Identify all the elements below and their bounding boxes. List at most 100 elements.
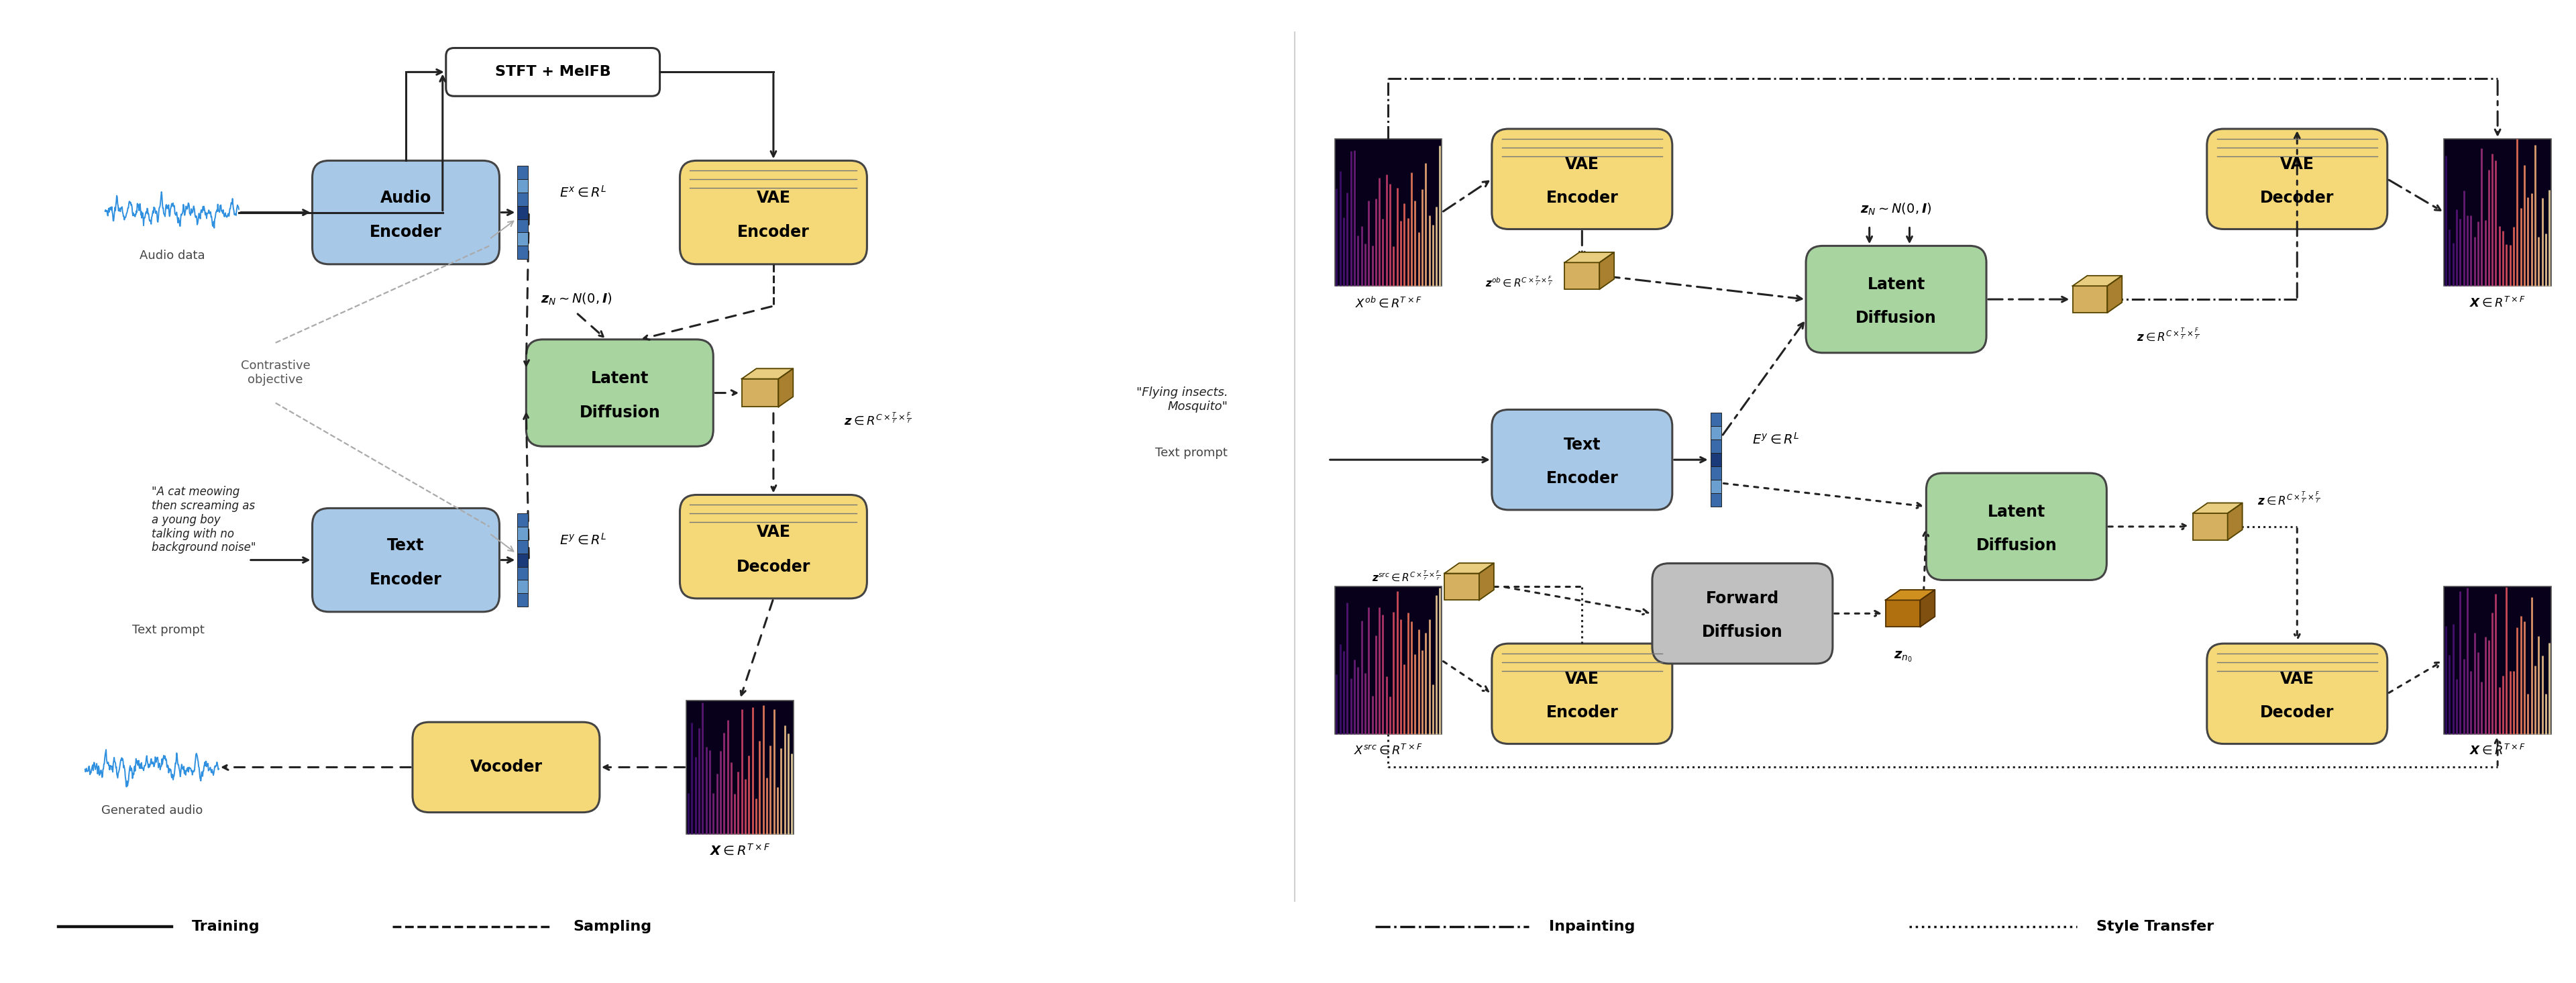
FancyBboxPatch shape bbox=[680, 494, 868, 599]
Text: $\boldsymbol{z} \in R^{C\times\frac{T}{r}\times\frac{F}{r}}$: $\boldsymbol{z} \in R^{C\times\frac{T}{r… bbox=[2257, 492, 2321, 507]
Bar bbox=[518, 594, 528, 607]
Text: $\boldsymbol{X} \in R^{T \times F}$: $\boldsymbol{X} \in R^{T \times F}$ bbox=[2470, 744, 2524, 757]
Text: Decoder: Decoder bbox=[737, 558, 811, 575]
Text: "Flying insects.
Mosquito": "Flying insects. Mosquito" bbox=[1136, 386, 1229, 413]
FancyBboxPatch shape bbox=[1334, 587, 1443, 734]
FancyBboxPatch shape bbox=[1806, 246, 1986, 353]
Bar bbox=[518, 527, 528, 540]
FancyBboxPatch shape bbox=[1651, 563, 1832, 664]
FancyBboxPatch shape bbox=[1334, 139, 1443, 286]
Text: Encoder: Encoder bbox=[371, 224, 443, 241]
Polygon shape bbox=[1886, 590, 1935, 601]
Bar bbox=[518, 553, 528, 567]
Polygon shape bbox=[1564, 253, 1615, 262]
Polygon shape bbox=[1445, 563, 1494, 573]
Text: $E^y \in R^L$: $E^y \in R^L$ bbox=[1752, 433, 1801, 447]
Text: $\boldsymbol{z}_{n_0}$: $\boldsymbol{z}_{n_0}$ bbox=[1893, 650, 1911, 664]
FancyBboxPatch shape bbox=[1492, 410, 1672, 510]
Bar bbox=[1445, 573, 1479, 601]
Text: Decoder: Decoder bbox=[2259, 705, 2334, 721]
Text: Text: Text bbox=[386, 538, 425, 553]
Text: $\boldsymbol{X} \in R^{T \times F}$: $\boldsymbol{X} \in R^{T \times F}$ bbox=[2470, 296, 2524, 310]
Bar bbox=[518, 567, 528, 580]
Text: VAE: VAE bbox=[2280, 671, 2313, 687]
Bar bbox=[1564, 262, 1600, 289]
Text: $\boldsymbol{z} \in R^{C\times\frac{T}{r}\times\frac{F}{r}}$: $\boldsymbol{z} \in R^{C\times\frac{T}{r… bbox=[842, 412, 912, 428]
Bar bbox=[1710, 480, 1721, 493]
FancyBboxPatch shape bbox=[312, 508, 500, 611]
FancyBboxPatch shape bbox=[1492, 644, 1672, 744]
Text: $E^x \in R^L$: $E^x \in R^L$ bbox=[559, 185, 608, 200]
Text: VAE: VAE bbox=[757, 190, 791, 205]
Text: Encoder: Encoder bbox=[737, 224, 809, 241]
Polygon shape bbox=[2074, 275, 2123, 286]
Text: Decoder: Decoder bbox=[2259, 190, 2334, 205]
Bar bbox=[1886, 601, 1919, 627]
Text: $\boldsymbol{z} \in R^{C\times\frac{T}{r}\times\frac{F}{r}}$: $\boldsymbol{z} \in R^{C\times\frac{T}{r… bbox=[2136, 328, 2200, 344]
Text: Text prompt: Text prompt bbox=[1157, 447, 1229, 459]
Bar bbox=[518, 246, 528, 260]
Text: Encoder: Encoder bbox=[1546, 190, 1618, 205]
Polygon shape bbox=[2107, 275, 2123, 313]
Text: $E^y \in R^L$: $E^y \in R^L$ bbox=[559, 533, 608, 548]
Text: Vocoder: Vocoder bbox=[469, 759, 544, 776]
Bar bbox=[1710, 413, 1721, 427]
Bar bbox=[742, 378, 778, 407]
FancyBboxPatch shape bbox=[446, 48, 659, 96]
Text: VAE: VAE bbox=[2280, 156, 2313, 172]
Polygon shape bbox=[778, 369, 793, 407]
Polygon shape bbox=[1479, 563, 1494, 601]
FancyBboxPatch shape bbox=[680, 160, 868, 264]
Bar bbox=[1710, 453, 1721, 466]
Text: VAE: VAE bbox=[1566, 671, 1600, 687]
Text: Text prompt: Text prompt bbox=[131, 624, 204, 636]
Text: Text: Text bbox=[1564, 437, 1600, 453]
Text: $X^{src} \in R^{T \times F}$: $X^{src} \in R^{T \times F}$ bbox=[1355, 744, 1422, 757]
FancyBboxPatch shape bbox=[2445, 139, 2550, 286]
Bar bbox=[518, 165, 528, 179]
FancyBboxPatch shape bbox=[526, 339, 714, 446]
Text: Latent: Latent bbox=[1868, 276, 1924, 293]
Bar bbox=[1710, 466, 1721, 480]
Bar bbox=[2074, 286, 2107, 313]
FancyBboxPatch shape bbox=[412, 723, 600, 812]
Text: STFT + MelFB: STFT + MelFB bbox=[495, 65, 611, 79]
FancyBboxPatch shape bbox=[312, 160, 500, 264]
Text: Diffusion: Diffusion bbox=[1976, 538, 2058, 553]
Bar bbox=[2192, 513, 2228, 540]
FancyBboxPatch shape bbox=[2445, 587, 2550, 734]
FancyBboxPatch shape bbox=[1927, 473, 2107, 580]
Text: $X^{ob} \in R^{T \times F}$: $X^{ob} \in R^{T \times F}$ bbox=[1355, 296, 1422, 310]
Text: Inpainting: Inpainting bbox=[1548, 920, 1636, 933]
Bar bbox=[1710, 493, 1721, 506]
Text: Forward: Forward bbox=[1705, 591, 1780, 607]
Text: $\boldsymbol{z}_N\sim N(0,\boldsymbol{I})$: $\boldsymbol{z}_N\sim N(0,\boldsymbol{I}… bbox=[541, 292, 613, 307]
Text: $\boldsymbol{z}_N\sim N(0,\boldsymbol{I})$: $\boldsymbol{z}_N\sim N(0,\boldsymbol{I}… bbox=[1860, 202, 1932, 216]
Bar bbox=[1710, 427, 1721, 439]
Bar bbox=[518, 513, 528, 527]
Text: $\boldsymbol{X} \in R^{T \times F}$: $\boldsymbol{X} \in R^{T \times F}$ bbox=[708, 843, 770, 858]
Text: Sampling: Sampling bbox=[572, 920, 652, 933]
Bar bbox=[518, 580, 528, 594]
Text: "A cat meowing
then screaming as
a young boy
talking with no
background noise": "A cat meowing then screaming as a young… bbox=[152, 486, 255, 553]
Text: Audio data: Audio data bbox=[139, 250, 204, 261]
Bar bbox=[518, 179, 528, 193]
Text: Generated audio: Generated audio bbox=[100, 805, 204, 817]
Text: Latent: Latent bbox=[1989, 504, 2045, 520]
Text: Encoder: Encoder bbox=[1546, 705, 1618, 721]
FancyBboxPatch shape bbox=[2208, 644, 2388, 744]
Text: $\boldsymbol{z}^{ob} \in R^{C\times\frac{T}{r}\times\frac{F}{r}}$: $\boldsymbol{z}^{ob} \in R^{C\times\frac… bbox=[1486, 276, 1553, 289]
Text: Encoder: Encoder bbox=[371, 572, 443, 588]
Text: VAE: VAE bbox=[1566, 156, 1600, 172]
Polygon shape bbox=[742, 369, 793, 378]
Bar bbox=[518, 540, 528, 553]
Polygon shape bbox=[1919, 590, 1935, 627]
Text: Latent: Latent bbox=[590, 371, 649, 386]
Text: Training: Training bbox=[193, 920, 260, 933]
Text: Diffusion: Diffusion bbox=[1855, 310, 1937, 326]
Bar bbox=[518, 193, 528, 205]
Text: Diffusion: Diffusion bbox=[580, 405, 659, 421]
Text: Contrastive
objective: Contrastive objective bbox=[240, 360, 309, 386]
Text: $\boldsymbol{z}^{src} \in R^{C\times\frac{T}{r}\times\frac{F}{r}}$: $\boldsymbol{z}^{src} \in R^{C\times\fra… bbox=[1370, 570, 1440, 584]
Polygon shape bbox=[2228, 503, 2241, 540]
